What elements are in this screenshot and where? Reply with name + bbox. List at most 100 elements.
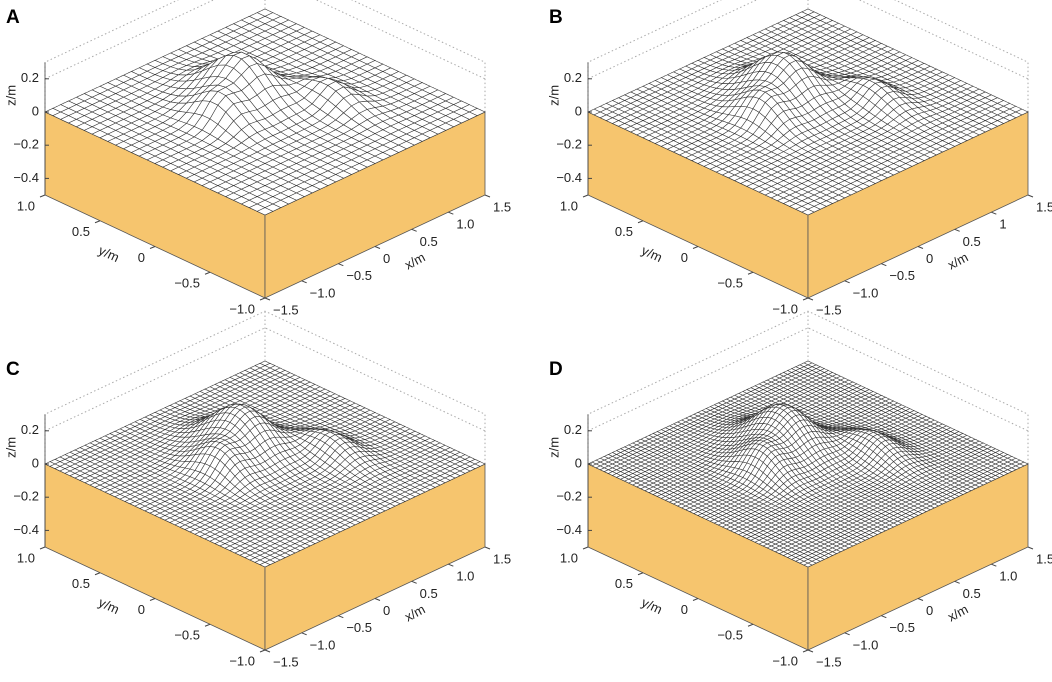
panel-label: D [549,359,563,380]
y-axis-label: y/m [639,243,664,265]
x-tick [265,298,270,300]
z-tick-label: 0 [32,103,39,118]
z-tick-label: −0.4 [13,170,39,185]
y-axis-label: y/m [96,595,121,617]
y-tick [150,247,155,249]
x-tick-label: 0 [926,251,933,266]
z-tick-label: −0.2 [13,489,39,504]
z-tick-label: 0.2 [564,70,582,85]
x-tick [1028,195,1033,197]
x-axis-label: x/m [945,249,971,272]
x-tick [375,247,380,249]
panel: C 0.2 0 −0.2 −0.4 z/m 1.0 0.5 0 −0.5 −1.0 y/m −1.5 −1… [3,311,511,669]
x-tick-label: −1.0 [310,637,336,652]
y-tick [95,221,100,223]
y-tick-label: 1.0 [17,198,35,213]
z-tick-label: −0.2 [13,137,39,152]
y-tick-label: −1.0 [229,653,255,668]
x-tick-label: −0.5 [346,620,372,635]
y-tick [205,272,210,274]
y-tick-label: 1.0 [560,198,578,213]
x-tick-label: −0.5 [346,268,372,283]
y-tick [40,547,45,549]
x-tick-label: 1.5 [1036,199,1052,214]
y-tick-label: 0 [138,602,145,617]
x-tick [412,581,417,583]
x-tick-label: −1.5 [273,302,299,317]
x-tick [412,229,417,231]
x-tick-label: 1.0 [456,569,474,584]
z-tick-label: 0 [575,103,582,118]
y-tick [40,195,45,197]
y-tick-label: −1.0 [772,301,798,316]
x-tick [918,247,923,249]
y-tick-label: −0.5 [174,276,200,291]
z-tick-label: −0.4 [556,170,582,185]
y-tick-label: −0.5 [717,276,743,291]
z-tick-label: −0.4 [13,522,39,537]
y-tick [693,247,698,249]
z-axis-label: z/m [546,85,561,106]
panel: A0.20−0.2−0.4z/m1.00.50−0.5−1.0y/m−1.5−1… [3,0,511,317]
x-tick-label: 0 [383,251,390,266]
x-tick [302,633,307,635]
x-tick-label: 0.5 [420,234,438,249]
x-tick [991,212,996,214]
x-tick [338,264,343,266]
x-tick [845,281,850,283]
y-tick [638,221,643,223]
y-tick [205,624,210,626]
y-tick [260,650,265,652]
x-tick-label: −1.5 [816,302,842,317]
x-tick [448,212,453,214]
x-tick-label: −1.0 [853,285,879,300]
y-tick-label: 1.0 [17,550,35,565]
z-axis-label: z/m [3,85,18,106]
panel-label: B [549,7,563,28]
x-tick-label: 1.5 [493,199,511,214]
z-axis-label: z/m [3,437,18,458]
x-tick-label: 1.0 [456,217,474,232]
y-tick-label: 0.5 [72,576,90,591]
x-tick [375,599,380,601]
y-tick [260,298,265,300]
x-tick-label: 0.5 [963,234,981,249]
x-tick-label: 1.5 [493,551,511,566]
panel-label: C [6,359,20,380]
z-tick-label: −0.2 [556,137,582,152]
x-tick-label: 0 [383,603,390,618]
y-tick [583,195,588,197]
x-tick [485,547,490,549]
y-tick [803,298,808,300]
z-tick-label: 0.2 [21,422,39,437]
panel: B 0.2 0 −0.2 −0.4 z/m 1.0 0.5 0 −0.5 −1.0 y/m −1.5 −1… [546,0,1052,317]
x-axis-label: x/m [402,601,428,624]
y-tick [748,272,753,274]
x-tick-label: −1.0 [310,285,336,300]
y-axis-label: y/m [96,243,121,265]
y-tick [150,599,155,601]
y-tick-label: 0 [138,250,145,265]
y-tick [95,573,100,575]
x-tick [485,195,490,197]
y-tick-label: −0.5 [174,628,200,643]
x-tick [338,616,343,618]
x-tick-label: −0.5 [889,268,915,283]
x-tick [808,298,813,300]
y-tick-label: 0 [681,250,688,265]
y-tick-label: −1.0 [229,301,255,316]
x-tick [955,229,960,231]
y-tick-label: 0.5 [615,224,633,239]
x-tick-label: −1.5 [273,654,299,669]
y-tick-label: 0.5 [72,224,90,239]
z-tick-label: 0.2 [21,70,39,85]
x-axis-label: x/m [402,249,428,272]
x-tick-label: 1 [999,217,1006,232]
x-tick [302,281,307,283]
x-tick-label: 0.5 [420,586,438,601]
x-tick [881,264,886,266]
panel: D0.20−0.2−0.4z/m1.00.50−0.5−1.0y/m−1.5−1… [546,311,1052,669]
x-tick [448,564,453,566]
z-tick-label: 0 [32,455,39,470]
